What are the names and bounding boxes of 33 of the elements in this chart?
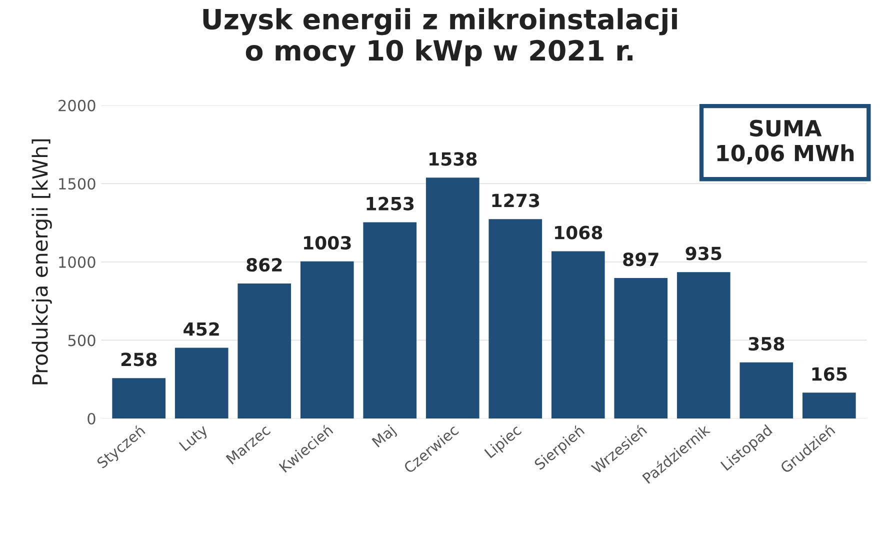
data-label: 452	[184, 322, 219, 336]
data-label: 862	[246, 258, 282, 272]
bar	[363, 222, 417, 418]
bar	[676, 272, 730, 418]
data-label: 1273	[492, 194, 540, 208]
y-axis-title: Produkcja energii [kWh]	[32, 139, 52, 384]
bar	[174, 348, 228, 418]
bar	[426, 178, 480, 418]
data-label: 897	[623, 252, 658, 266]
data-label: 358	[748, 336, 784, 351]
chart-title: Uzysk energii z mikroinstalacji o mocy 10 kWp w 2021 r.	[203, 8, 677, 67]
y-tick-label: 2000	[58, 100, 96, 112]
bar	[802, 392, 856, 418]
bar	[614, 278, 668, 418]
y-tick-label: 1500	[59, 178, 96, 190]
annotation: SUMA 10,06 MWh	[717, 120, 854, 164]
bar	[300, 261, 354, 418]
y-tick-label: 1000	[59, 256, 96, 268]
bar	[238, 284, 292, 418]
x-tick-label: Maj	[371, 424, 398, 450]
bar	[551, 251, 605, 418]
data-label: 935	[686, 246, 722, 260]
bar	[488, 219, 542, 418]
data-label: 1068	[555, 226, 602, 240]
bar	[740, 362, 794, 418]
data-label: 1253	[366, 196, 414, 210]
y-tick-label: 500	[68, 334, 96, 346]
data-label: 258	[121, 352, 157, 366]
data-label: 1538	[430, 152, 477, 166]
data-label: 1003	[304, 236, 351, 250]
y-tick-label: 0	[88, 412, 96, 425]
bar	[112, 378, 166, 418]
data-label: 165	[812, 367, 847, 381]
